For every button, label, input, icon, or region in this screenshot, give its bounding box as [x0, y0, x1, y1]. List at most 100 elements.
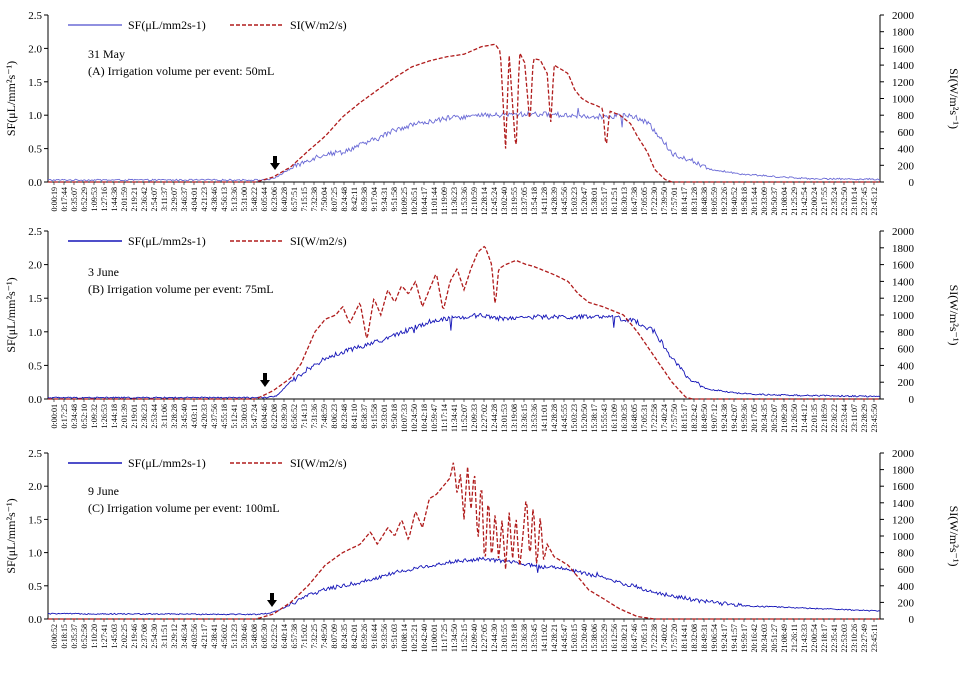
- x-tick-label: 11:19:09: [440, 187, 449, 215]
- x-tick-label: 6:23:06: [270, 187, 279, 211]
- x-tick-label: 11:34:50: [450, 624, 459, 652]
- y-right-axis-label: SI(W/m²s⁻¹): [947, 506, 961, 567]
- y-right-tick-label: 600: [898, 127, 915, 139]
- x-tick-label: 2:19:21: [130, 187, 139, 211]
- x-tick-label: 23:27:49: [860, 624, 869, 652]
- x-tick-label: 23:10:26: [850, 624, 859, 652]
- x-tick-label: 10:09:25: [400, 187, 409, 215]
- x-tick-label: 21:42:54: [800, 187, 809, 215]
- y-right-tick-label: 1400: [892, 276, 915, 288]
- x-tick-label: 14:45:55: [560, 404, 569, 432]
- x-tick-label: 6:56:52: [290, 404, 299, 428]
- y-left-tick-label: 0.0: [28, 614, 42, 626]
- x-tick-label: 7:32:38: [310, 187, 319, 211]
- x-tick-label: 20:34:35: [760, 404, 769, 432]
- x-tick-label: 21:43:33: [800, 624, 809, 652]
- x-tick-label: 17:22:38: [650, 624, 659, 652]
- y-left-tick-label: 2.0: [28, 260, 42, 272]
- date-label: 31 May: [88, 47, 125, 61]
- x-tick-label: 15:55:29: [600, 624, 609, 652]
- x-tick-label: 21:44:12: [800, 404, 809, 432]
- x-tick-label: 13:01:53: [500, 404, 509, 432]
- y-right-tick-label: 1800: [892, 465, 915, 477]
- x-tick-label: 6:40:14: [280, 624, 289, 648]
- chart-panel-A: 0.0 0.5 1.0 1.5 2.0 2.5 0 200 400 600 800 1000 1200 1…: [4, 10, 961, 215]
- x-tick-label: 15:03:15: [570, 624, 579, 652]
- x-tick-label: 0:35:07: [70, 187, 79, 211]
- x-tick-label: 8:59:38: [360, 187, 369, 211]
- x-tick-label: 9:34:31: [380, 187, 389, 211]
- x-tick-label: 0:00:01: [50, 404, 59, 428]
- x-tick-label: 23:10:14: [850, 187, 859, 215]
- y-right-tick-label: 1000: [892, 531, 915, 543]
- y-right-tick-label: 1800: [892, 243, 915, 255]
- x-tick-label: 16:30:21: [620, 624, 629, 652]
- x-tick-label: 4:55:18: [220, 404, 229, 428]
- x-tick-label: 23:45:12: [870, 187, 879, 215]
- y-left-tick-label: 2.5: [28, 226, 42, 238]
- x-tick-label: 23:45:11: [870, 624, 879, 652]
- x-tick-label: 20:16:42: [750, 624, 759, 652]
- x-tick-label: 14:11:28: [540, 187, 549, 215]
- x-tick-label: 7:50:04: [320, 187, 329, 211]
- legend-sf-label: SF(μL/mm2s-1): [128, 234, 206, 248]
- x-tick-label: 14:11:01: [540, 404, 549, 432]
- x-tick-label: 8:24:48: [340, 187, 349, 211]
- y-right-tick-label: 0: [909, 614, 915, 626]
- x-tick-label: 6:40:28: [280, 187, 289, 211]
- y-right-tick-label: 1200: [892, 293, 915, 305]
- down-arrow-icon: [260, 373, 270, 387]
- down-arrow-icon: [270, 156, 280, 170]
- x-tick-label: 23:27:45: [860, 187, 869, 215]
- y-right-tick-label: 2000: [892, 448, 915, 460]
- x-tick-label: 8:41:10: [350, 404, 359, 428]
- x-tick-label: 13:36:15: [520, 404, 529, 432]
- x-tick-label: 10:44:17: [420, 187, 429, 215]
- x-tick-label: 2:36:23: [140, 404, 149, 428]
- x-tick-label: 22:18:17: [820, 624, 829, 652]
- x-tick-label: 5:30:03: [240, 404, 249, 428]
- x-tick-label: 20:52:07: [770, 404, 779, 432]
- x-tick-label: 4:03:11: [190, 404, 199, 428]
- x-tick-label: 23:45:50: [870, 404, 879, 432]
- x-tick-label: 6:39:30: [280, 404, 289, 428]
- x-tick-label: 20:15:44: [750, 187, 759, 215]
- x-tick-label: 15:38:06: [590, 624, 599, 652]
- x-tick-label: 14:28:28: [550, 404, 559, 432]
- x-tick-label: 9:33:56: [380, 624, 389, 648]
- y-left-tick-label: 1.0: [28, 327, 42, 339]
- x-tick-label: 9:50:18: [390, 404, 399, 428]
- x-tick-label: 4:37:56: [210, 404, 219, 428]
- x-tick-label: 18:14:41: [680, 624, 689, 652]
- x-tick-label: 9:17:04: [370, 187, 379, 211]
- x-tick-label: 12:27:02: [480, 404, 489, 432]
- x-tick-label: 10:26:51: [410, 187, 419, 215]
- x-tick-label: 4:03:56: [190, 624, 199, 648]
- x-tick-label: 0:35:37: [70, 624, 79, 648]
- legend-si-label: SI(W/m2/s): [290, 456, 347, 470]
- x-tick-label: 11:52:07: [460, 404, 469, 432]
- x-tick-label: 22:17:55: [820, 187, 829, 215]
- x-tick-label: 6:04:46: [260, 404, 269, 428]
- x-tick-label: 0:00:19: [50, 187, 59, 211]
- y-right-tick-label: 600: [898, 564, 915, 576]
- x-tick-label: 0:00:52: [50, 624, 59, 648]
- x-tick-label: 10:07:33: [400, 404, 409, 432]
- x-tick-label: 4:56:13: [220, 187, 229, 211]
- x-tick-label: 10:42:40: [420, 624, 429, 652]
- x-tick-label: 16:12:56: [610, 624, 619, 652]
- x-tick-label: 13:53:36: [530, 404, 539, 432]
- x-tick-label: 17:39:50: [660, 187, 669, 215]
- x-tick-label: 3:29:12: [170, 624, 179, 648]
- x-tick-label: 8:58:37: [360, 404, 369, 428]
- x-tick-label: 12:45:24: [490, 187, 499, 215]
- sf-series-line: [47, 556, 881, 616]
- x-tick-label: 2:19:01: [130, 404, 139, 428]
- x-tick-label: 4:21:17: [200, 624, 209, 648]
- x-tick-label: 14:11:02: [540, 624, 549, 652]
- x-tick-label: 16:47:38: [630, 187, 639, 215]
- x-tick-label: 9:15:58: [370, 404, 379, 428]
- x-tick-label: 5:48:22: [250, 187, 259, 211]
- y-left-tick-label: 2.0: [28, 43, 42, 55]
